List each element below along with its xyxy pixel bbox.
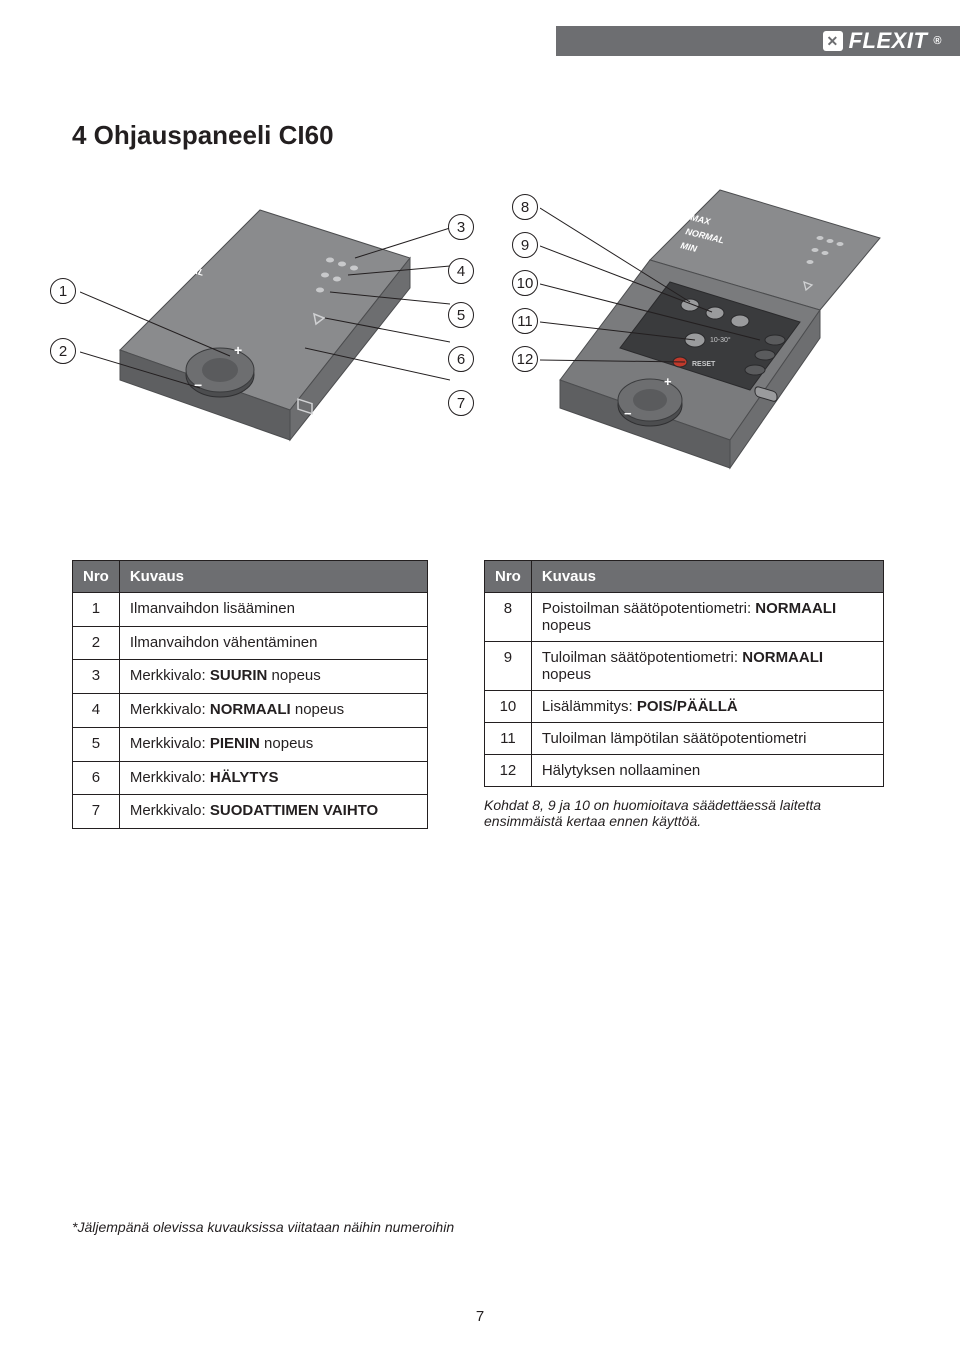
callouts-right: 8 9 10 11 12 [512, 194, 538, 372]
callout-6: 6 [448, 346, 474, 372]
table-row: 2Ilmanvaihdon vähentäminen [73, 626, 428, 660]
cell-nro: 11 [485, 723, 532, 755]
cell-kuvaus: Merkkivalo: PIENIN nopeus [119, 727, 427, 761]
brand-icon: ✕ [823, 31, 843, 51]
callout-2: 2 [50, 338, 76, 364]
cell-kuvaus: Merkkivalo: SUODATTIMEN VAIHTO [119, 795, 427, 829]
svg-text:−: − [624, 406, 632, 421]
svg-text:+: + [234, 342, 242, 358]
brand-logo: ✕ FLEXIT ® [823, 28, 942, 54]
brand-text: FLEXIT [849, 28, 928, 54]
svg-text:RESET: RESET [692, 361, 716, 368]
cell-kuvaus: Ilmanvaihdon lisääminen [119, 593, 427, 627]
cell-kuvaus: Lisälämmitys: POIS/PÄÄLLÄ [531, 691, 883, 723]
table-right-wrap: Nro Kuvaus 8Poistoilman säätöpotentiomet… [484, 560, 884, 829]
cell-kuvaus: Merkkivalo: HÄLYTYS [119, 761, 427, 795]
cell-nro: 2 [73, 626, 120, 660]
th2-kuvaus: Kuvaus [531, 561, 883, 593]
callout-9: 9 [512, 232, 538, 258]
cell-kuvaus: Merkkivalo: NORMAALI nopeus [119, 694, 427, 728]
th2-nro: Nro [485, 561, 532, 593]
table-row: 3Merkkivalo: SUURIN nopeus [73, 660, 428, 694]
callout-12: 12 [512, 346, 538, 372]
table-row: 5Merkkivalo: PIENIN nopeus [73, 727, 428, 761]
table-row: 11Tuloilman lämpötilan säätöpotentiometr… [485, 723, 884, 755]
device-right-illustration: MAX NORMAL MIN 10-30° [540, 180, 910, 480]
table-row: 12Hälytyksen nollaaminen [485, 755, 884, 787]
callout-4: 4 [448, 258, 474, 284]
callout-1: 1 [50, 278, 76, 304]
callout-8: 8 [512, 194, 538, 220]
callout-10: 10 [512, 270, 538, 296]
cell-kuvaus: Poistoilman säätöpotentiometri: NORMAALI… [531, 593, 883, 642]
cell-kuvaus: Merkkivalo: SUURIN nopeus [119, 660, 427, 694]
table2-note: Kohdat 8, 9 ja 10 on huomioitava säädett… [484, 797, 884, 829]
cell-nro: 12 [485, 755, 532, 787]
cell-kuvaus: Ilmanvaihdon vähentäminen [119, 626, 427, 660]
svg-text:MAX: MAX [169, 242, 192, 257]
table-row: 9Tuloilman säätöpotentiometri: NORMAALI … [485, 642, 884, 691]
callout-11: 11 [512, 308, 538, 334]
cell-kuvaus: Hälytyksen nollaaminen [531, 755, 883, 787]
callout-7: 7 [448, 390, 474, 416]
cell-nro: 5 [73, 727, 120, 761]
table-left: Nro Kuvaus 1Ilmanvaihdon lisääminen2Ilma… [72, 560, 428, 829]
cell-nro: 10 [485, 691, 532, 723]
svg-text:MIN: MIN [159, 272, 178, 286]
table-row: 4Merkkivalo: NORMAALI nopeus [73, 694, 428, 728]
device-left-illustration: MAX NORMAL MIN + − [80, 200, 450, 490]
table-right: Nro Kuvaus 8Poistoilman säätöpotentiomet… [484, 560, 884, 787]
callouts-left: 1 2 [50, 278, 76, 364]
svg-text:10-30°: 10-30° [710, 336, 731, 344]
footnote: *Jäljempänä olevissa kuvauksissa viitata… [72, 1219, 454, 1235]
cell-nro: 7 [73, 795, 120, 829]
tables-row: Nro Kuvaus 1Ilmanvaihdon lisääminen2Ilma… [72, 560, 884, 829]
cell-nro: 9 [485, 642, 532, 691]
th-kuvaus: Kuvaus [119, 561, 427, 593]
page-title: 4 Ohjauspaneeli CI60 [72, 120, 334, 151]
page-number: 7 [0, 1308, 960, 1325]
table-row: 8Poistoilman säätöpotentiometri: NORMAAL… [485, 593, 884, 642]
brand-bar: ✕ FLEXIT ® [556, 26, 960, 56]
cell-kuvaus: Tuloilman lämpötilan säätöpotentiometri [531, 723, 883, 755]
cell-nro: 3 [73, 660, 120, 694]
th-nro: Nro [73, 561, 120, 593]
cell-nro: 8 [485, 593, 532, 642]
callouts-mid: 3 4 5 6 7 [448, 214, 474, 434]
table-row: 6Merkkivalo: HÄLYTYS [73, 761, 428, 795]
table-row: 1Ilmanvaihdon lisääminen [73, 593, 428, 627]
cell-nro: 6 [73, 761, 120, 795]
svg-text:+: + [664, 374, 672, 389]
table-row: 7Merkkivalo: SUODATTIMEN VAIHTO [73, 795, 428, 829]
callout-5: 5 [448, 302, 474, 328]
cell-nro: 4 [73, 694, 120, 728]
callout-3: 3 [448, 214, 474, 240]
cell-kuvaus: Tuloilman säätöpotentiometri: NORMAALI n… [531, 642, 883, 691]
cell-nro: 1 [73, 593, 120, 627]
svg-text:−: − [194, 377, 202, 393]
diagram-row: MAX NORMAL MIN + − [0, 200, 960, 500]
table-row: 10Lisälämmitys: POIS/PÄÄLLÄ [485, 691, 884, 723]
